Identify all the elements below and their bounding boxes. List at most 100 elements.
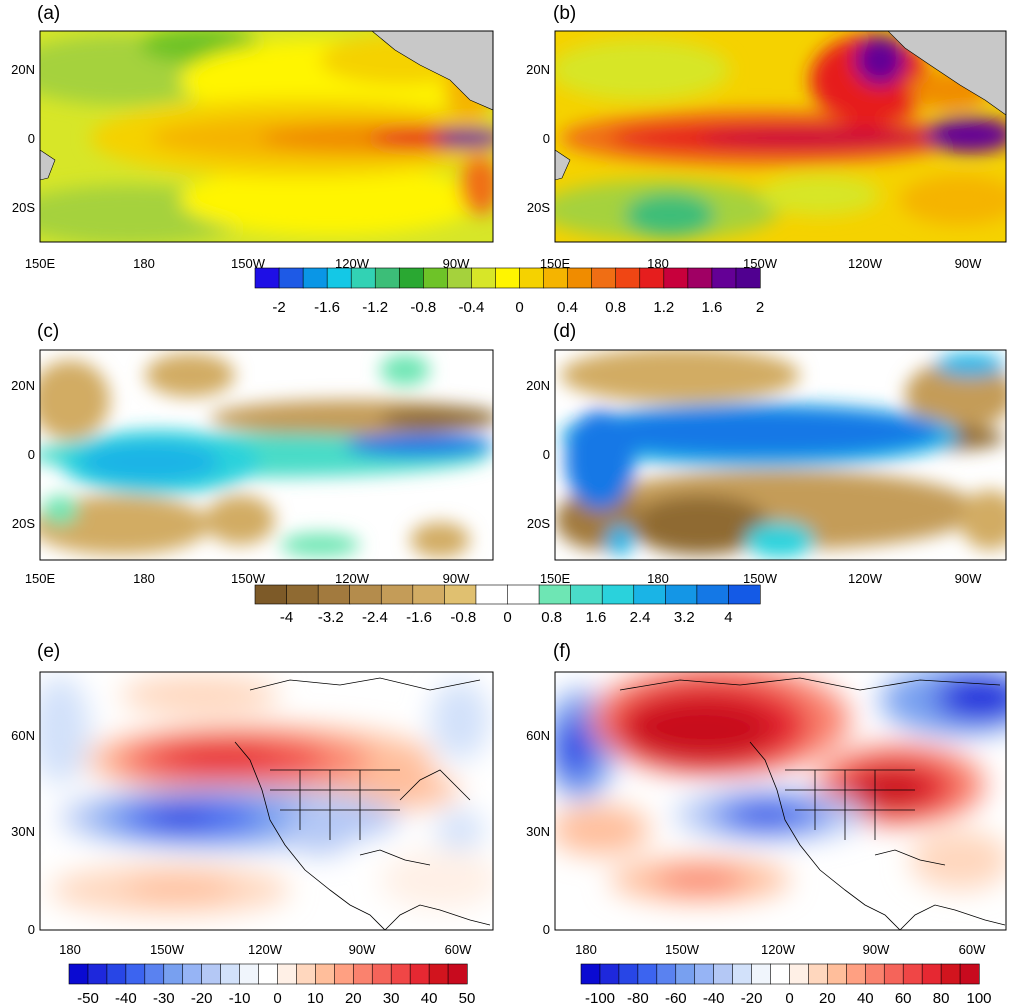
panel-f-yaxis: 60N 30N 0 xyxy=(526,728,550,937)
panel-d-ytick: 0 xyxy=(543,447,550,462)
colorbar-swatch xyxy=(254,267,280,289)
colorbar-swatch xyxy=(639,267,665,289)
panel-f-xaxis: 180 150W 120W 90W 60W xyxy=(575,942,986,957)
panel-e-xtick: 90W xyxy=(349,942,376,957)
panel-d-label: (d) xyxy=(553,321,576,342)
colorbar-swatch xyxy=(106,963,127,985)
panel-f-xtick: 180 xyxy=(575,942,597,957)
colorbar-label: 0.8 xyxy=(541,609,562,626)
panel-f-xtick: 90W xyxy=(863,942,890,957)
colorbar-swatch xyxy=(349,584,382,605)
panel-a-ytick: 20S xyxy=(12,200,35,215)
colorbar-swatch xyxy=(538,584,572,605)
panel-a-xtick: 180 xyxy=(133,256,155,271)
colorbar-label: 20 xyxy=(345,990,362,1005)
colorbar-swatch xyxy=(315,963,335,985)
colorbar-swatch xyxy=(543,267,569,289)
colorbar-label: -0.4 xyxy=(458,299,484,316)
colorbar-label: 30 xyxy=(383,990,400,1005)
panel-e-ytick: 0 xyxy=(28,922,35,937)
colorbar-label: -20 xyxy=(191,990,213,1005)
panel-c-xaxis: 150E 180 150W 120W 90W xyxy=(25,571,470,586)
colorbar-swatch xyxy=(902,963,923,985)
colorbar-swatch xyxy=(751,963,772,985)
colorbar-swatch xyxy=(732,963,753,985)
panel-c-xtick: 120W xyxy=(335,571,370,586)
panel-b-xtick: 150E xyxy=(540,256,571,271)
colorbar-swatch xyxy=(694,963,715,985)
colorbar-swatch xyxy=(447,963,468,985)
colorbar-swatch xyxy=(618,963,639,985)
colorbar-swatch xyxy=(599,963,620,985)
panel-e-yaxis: 60N 30N 0 xyxy=(11,728,35,937)
colorbar-label: 4 xyxy=(724,609,732,626)
panel-b-field xyxy=(555,31,1006,242)
colorbar-label: 0 xyxy=(503,609,511,626)
colorbar-swatch xyxy=(277,963,298,985)
panel-c-ytick: 0 xyxy=(28,447,35,462)
colorbar-swatch xyxy=(220,963,241,985)
colorbar-top: -2 -1.6 -1.2 -0.8 -0.4 0 0.4 0.8 1.2 1.6 2 xyxy=(254,267,764,316)
panel-c-xtick: 90W xyxy=(443,571,470,586)
panel-a-xtick: 120W xyxy=(335,256,370,271)
colorbar-swatch xyxy=(959,963,980,985)
colorbar-label: 10 xyxy=(307,990,324,1005)
panel-d-xtick: 150E xyxy=(540,571,571,586)
panel-a-xtick: 90W xyxy=(443,256,470,271)
colorbar-label: -100 xyxy=(585,990,615,1005)
panel-e-field xyxy=(40,672,493,930)
colorbar-label: -3.2 xyxy=(318,609,344,626)
colorbar-swatch xyxy=(940,963,961,985)
colorbar-label: -60 xyxy=(665,990,687,1005)
colorbar-bottom-right: -100 -80 -60 -40 -20 0 20 40 60 80 100 xyxy=(580,963,992,1005)
colorbar-swatch xyxy=(883,963,904,985)
colorbar-swatch xyxy=(68,963,89,985)
panel-d: (d) 20N 0 20S xyxy=(526,321,1007,586)
colorbar-swatch xyxy=(846,963,866,985)
panel-c-field xyxy=(40,350,493,560)
colorbar-swatch xyxy=(827,963,847,985)
colorbar-swatch xyxy=(637,963,658,985)
colorbar-swatch xyxy=(254,584,288,605)
colorbar-swatch xyxy=(615,267,641,289)
colorbar-swatch xyxy=(326,267,352,289)
panel-f-field xyxy=(555,672,1006,930)
colorbar-label: -4 xyxy=(280,609,293,626)
colorbar-swatch xyxy=(428,963,449,985)
colorbar-label: 0 xyxy=(785,990,793,1005)
colorbar-label: -40 xyxy=(703,990,725,1005)
colorbar-swatch xyxy=(921,963,942,985)
panel-a-xaxis: 150E 180 150W 120W 90W xyxy=(25,256,470,271)
panel-c-xtick: 150W xyxy=(231,571,266,586)
colorbar-swatch xyxy=(258,963,279,985)
panel-b-yaxis: 20N 0 20S xyxy=(526,62,550,215)
colorbar-label: -0.8 xyxy=(450,609,476,626)
colorbar-label: 1.6 xyxy=(701,299,722,316)
colorbar-label: -1.2 xyxy=(362,299,388,316)
panel-b-frame xyxy=(554,30,1007,243)
panel-e-xtick: 60W xyxy=(445,942,472,957)
panel-e-xaxis: 180 150W 120W 90W 60W xyxy=(59,942,472,957)
colorbar-swatch xyxy=(580,963,601,985)
panel-c: (c) 20N 0 20S xyxy=(11,321,494,586)
panel-a-label: (a) xyxy=(37,3,60,24)
panel-f-xtick: 120W xyxy=(761,942,796,957)
panel-c-xtick: 180 xyxy=(133,571,155,586)
colorbar-swatch xyxy=(567,267,593,289)
colorbar-swatch xyxy=(302,267,328,289)
colorbar-swatch xyxy=(471,267,497,289)
colorbar-swatch xyxy=(728,584,761,605)
colorbar-swatch xyxy=(656,963,677,985)
colorbar-swatch xyxy=(423,267,448,289)
panel-a: (a) 20N 0 xyxy=(11,3,494,271)
panel-f-ytick: 30N xyxy=(526,824,550,839)
panel-d-xtick: 150W xyxy=(743,571,778,586)
panel-b-ytick: 20S xyxy=(527,200,550,215)
panel-e-ytick: 30N xyxy=(11,824,35,839)
colorbar-swatch xyxy=(675,963,696,985)
colorbar-middle: -4 -3.2 -2.4 -1.6 -0.8 0 0.8 1.6 2.4 3.2 4 xyxy=(254,584,761,626)
panel-b-ytick: 20N xyxy=(526,62,550,77)
colorbar-label: -1.6 xyxy=(406,609,432,626)
colorbar-swatch xyxy=(239,963,260,985)
